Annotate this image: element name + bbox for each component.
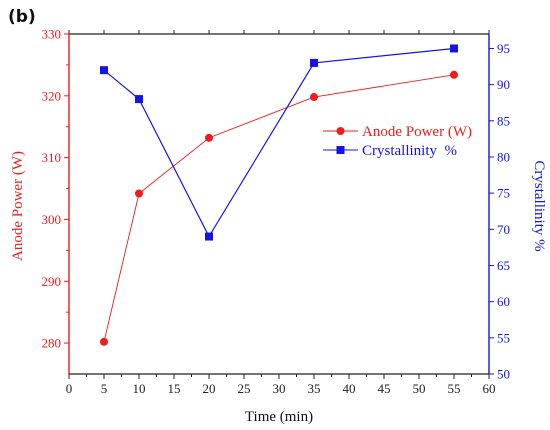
right-y-tick-label: 75 bbox=[497, 186, 510, 201]
left-y-axis-ticks: 280 290 300 310 320 330 bbox=[42, 27, 69, 351]
right-y-tick-label: 65 bbox=[497, 258, 510, 273]
left-y-tick-label: 320 bbox=[42, 88, 62, 103]
left-y-tick-label: 280 bbox=[42, 336, 62, 351]
x-tick-label: 5 bbox=[101, 381, 108, 396]
data-point-anode-power bbox=[100, 337, 108, 346]
data-point-anode-power bbox=[135, 189, 143, 198]
x-tick-label: 60 bbox=[483, 381, 496, 396]
x-tick-label: 25 bbox=[238, 381, 251, 396]
x-tick-label: 55 bbox=[448, 381, 461, 396]
data-point-anode-power bbox=[205, 133, 213, 142]
data-point-crystallinity bbox=[450, 44, 458, 53]
x-tick-label: 0 bbox=[66, 381, 73, 396]
legend-label-anode-power: Anode Power (W) bbox=[362, 124, 472, 140]
data-point-crystallinity bbox=[310, 58, 318, 67]
series-lines bbox=[100, 44, 458, 346]
right-y-tick-label: 80 bbox=[497, 149, 510, 164]
series-line-anode-power bbox=[103, 74, 455, 342]
data-point-crystallinity bbox=[205, 232, 213, 241]
x-tick-label: 20 bbox=[203, 381, 216, 396]
right-y-tick-label: 60 bbox=[497, 294, 510, 309]
right-y-axis-ticks: 50 55 60 65 70 75 80 85 90 95 bbox=[489, 41, 510, 382]
x-tick-label: 10 bbox=[133, 381, 146, 396]
data-point-anode-power bbox=[310, 93, 318, 102]
x-tick-label: 50 bbox=[413, 381, 426, 396]
x-tick-label: 45 bbox=[378, 381, 391, 396]
left-y-tick-label: 330 bbox=[42, 27, 62, 42]
legend-label-crystallinity: Crystallinity % bbox=[362, 143, 457, 159]
left-y-tick-label: 310 bbox=[42, 150, 62, 165]
right-y-tick-label: 90 bbox=[497, 77, 510, 92]
left-y-axis-title: Anode Power (W) bbox=[10, 151, 26, 261]
data-point-anode-power bbox=[450, 70, 458, 79]
legend-marker-anode-power bbox=[336, 127, 345, 135]
legend-marker-crystallinity bbox=[336, 146, 345, 154]
right-y-tick-label: 85 bbox=[497, 113, 510, 128]
data-point-crystallinity bbox=[100, 66, 108, 75]
x-axis-title: Time (min) bbox=[245, 409, 313, 425]
left-y-tick-label: 300 bbox=[42, 212, 62, 227]
x-tick-label: 35 bbox=[308, 381, 321, 396]
x-axis-ticks: 0 5 10 15 20 25 30 35 40 45 50 55 60 bbox=[66, 30, 496, 396]
panel-label: (b) bbox=[8, 7, 36, 27]
legend: Anode Power (W) Crystallinity % bbox=[323, 124, 472, 159]
right-y-tick-label: 95 bbox=[497, 41, 510, 56]
x-tick-label: 30 bbox=[273, 381, 286, 396]
right-y-tick-label: 55 bbox=[497, 330, 510, 345]
plot-frame bbox=[68, 33, 490, 375]
x-tick-label: 40 bbox=[343, 381, 356, 396]
data-point-crystallinity bbox=[135, 95, 143, 104]
right-y-tick-label: 50 bbox=[497, 367, 510, 382]
right-y-tick-label: 70 bbox=[497, 222, 510, 237]
x-tick-label: 15 bbox=[168, 381, 181, 396]
left-y-tick-label: 290 bbox=[42, 274, 62, 289]
right-y-axis-title: Crystallinity % bbox=[531, 160, 547, 251]
